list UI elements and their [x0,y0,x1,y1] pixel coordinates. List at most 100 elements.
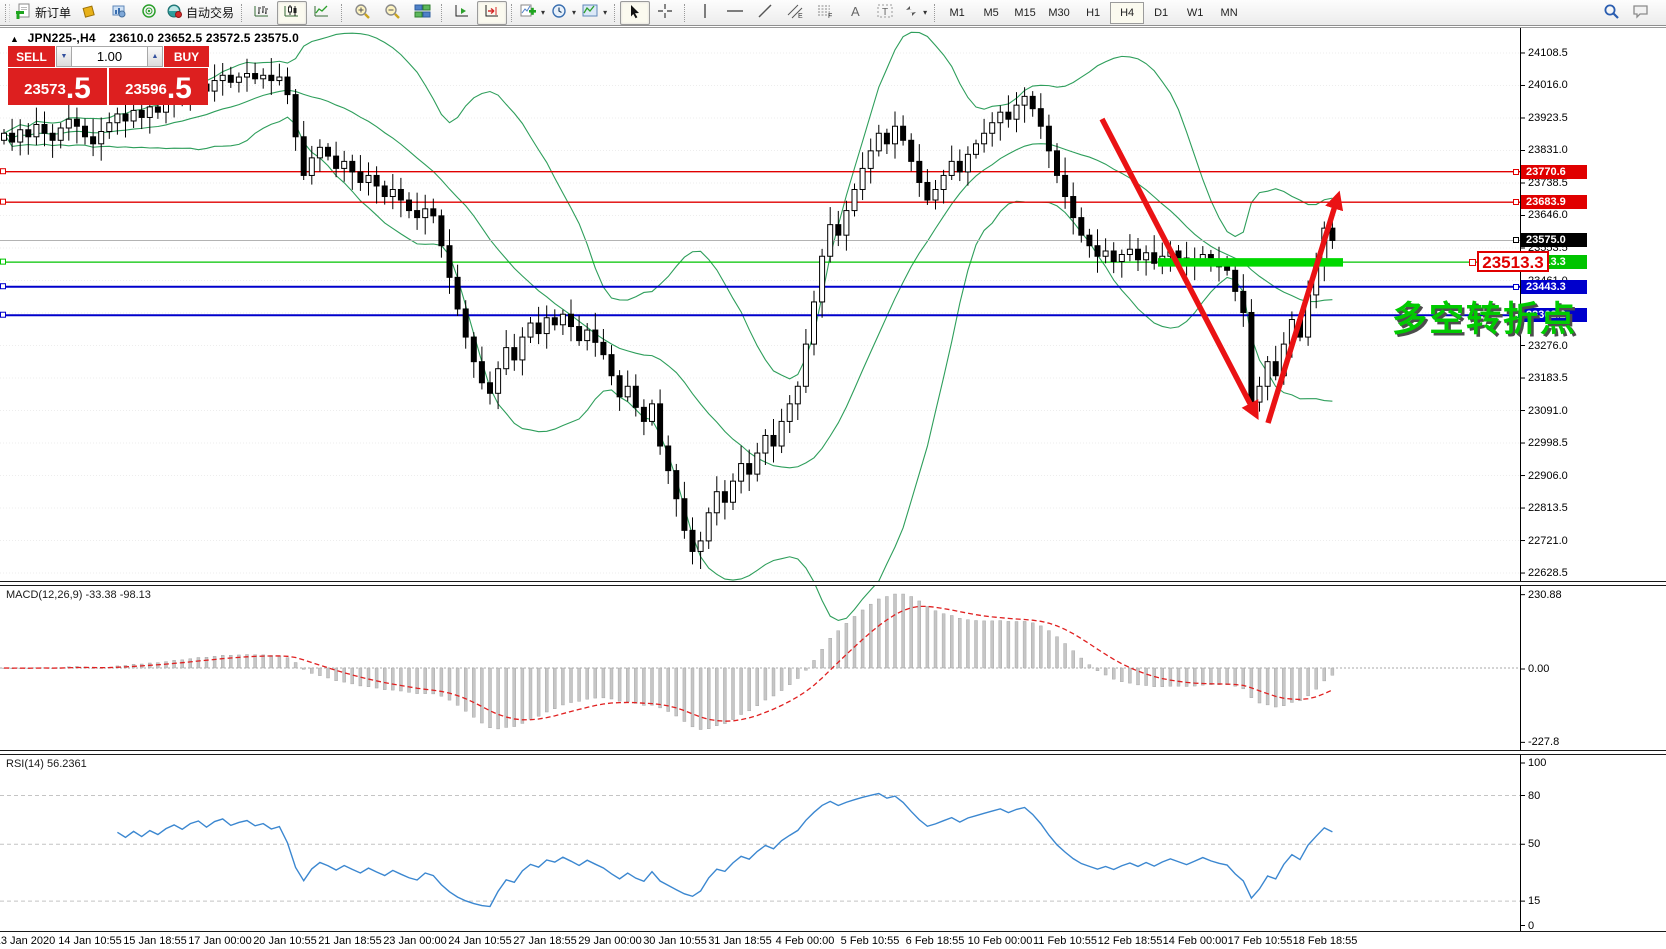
trendline-button[interactable] [750,1,780,25]
buy-button[interactable]: BUY [163,46,209,67]
time-axis-label: 4 Feb 00:00 [775,935,835,947]
time-axis-label: 27 Jan 18:55 [513,935,577,947]
candlestick-chart-icon [283,3,301,22]
fibonacci-button[interactable]: F [810,1,840,25]
candlestick-chart-button[interactable] [277,0,308,25]
volume-decrease-button[interactable]: ▼ [56,46,72,67]
current-price-label: 23575.0 [1521,233,1587,248]
time-axis-label: 14 Feb 00:00 [1162,935,1228,947]
time-axis-label: 21 Jan 18:55 [318,935,382,947]
price-callout-box[interactable]: 23513.3 [1477,251,1549,272]
arrows-button[interactable]: ▾ [900,1,930,25]
templates-button[interactable]: ▾ [579,1,610,25]
fibonacci-icon: F [816,3,834,22]
zoom-out-icon [384,3,401,22]
time-axis-label: 20 Jan 10:55 [253,935,317,947]
zoom-out-button[interactable] [377,1,407,25]
indicators-button[interactable]: ▾ [517,1,548,25]
line-chart-button[interactable] [307,1,337,25]
volume-increase-button[interactable]: ▲ [147,46,163,67]
timeframe-button-MN[interactable]: MN [1220,6,1238,19]
chart-symbol-header: ▲ JPN225-,H4 23610.0 23652.5 23572.5 235… [10,31,299,45]
text-label-button[interactable]: T [870,1,900,25]
chat-button[interactable] [1626,1,1656,25]
main-toolbar: 新订单 自动交易 [0,0,1666,26]
equidistant-channel-button[interactable]: E [780,1,810,25]
sell-button[interactable]: SELL [8,46,56,67]
autotrade-label: 自动交易 [186,6,235,20]
chart-window-button[interactable] [74,1,104,25]
bar-chart-button[interactable] [247,1,277,25]
vertical-line-button[interactable] [690,1,720,25]
text-button[interactable]: A [840,1,870,25]
vertical-line-icon [700,3,710,22]
chat-bubble-icon [1632,3,1650,22]
tile-windows-icon [414,3,431,22]
svg-text:E: E [798,13,803,19]
auto-scroll-icon [453,3,471,22]
level-price-label: 23362.2 [1521,308,1587,323]
price-tick-label: 22628.5 [1528,567,1568,580]
rsi-pane-splitter[interactable] [0,750,1666,755]
auto-scroll-button[interactable] [447,1,477,25]
search-button[interactable] [1596,1,1626,25]
time-axis-label: 30 Jan 10:55 [643,935,707,947]
time-axis-label: 18 Feb 18:55 [1292,935,1358,947]
price-tick-label: 22906.0 [1528,469,1568,482]
line-anchor [1513,237,1519,244]
volume-input[interactable]: 1.00 [72,46,147,67]
zoom-in-button[interactable] [347,1,377,25]
price-tick-label: 23923.5 [1528,111,1568,124]
rsi-tick-label: 50 [1528,838,1541,851]
arrows-caret-icon: ▾ [923,8,928,17]
timeframe-button-M5[interactable]: M5 [983,6,999,19]
gold-cube-icon [81,3,97,22]
new-order-label: 新订单 [35,6,72,20]
svg-text:A: A [851,4,860,19]
spin-up-icon: ▲ [151,53,159,60]
crosshair-button[interactable] [650,1,680,25]
autotrade-button[interactable]: 自动交易 [164,1,237,25]
timeframe-button-H1[interactable]: H1 [1086,6,1101,19]
turning-point-annotation[interactable]: 多空转折点 [1392,300,1578,339]
periods-button[interactable]: ▾ [548,1,579,25]
time-axis-label: 17 Jan 00:00 [188,935,252,947]
time-axis-label: 13 Jan 2020 [0,935,56,947]
arrows-icon [903,3,919,22]
timeframe-button-H4[interactable]: H4 [1110,1,1145,24]
rsi-tick-label: 100 [1528,757,1547,769]
line-anchor [1513,312,1519,319]
signals-button[interactable] [134,1,164,25]
time-axis-label: 29 Jan 00:00 [578,935,642,947]
timeframe-button-D1[interactable]: D1 [1154,6,1169,19]
toolbar-grip[interactable] [5,3,10,22]
timeframe-button-M30[interactable]: M30 [1048,6,1070,19]
timeframe-button-M15[interactable]: M15 [1014,6,1036,19]
level-price-label: 23443.3 [1521,279,1587,294]
collapse-triangle-icon[interactable]: ▲ [10,34,20,44]
buy-price-button[interactable]: 23596.5 [108,68,208,105]
new-order-button[interactable]: 新订单 [13,1,74,25]
one-click-trading-panel: SELL ▼ 1.00 ▲ BUY 23573.5 23596.5 [8,46,209,105]
timeframe-button-W1[interactable]: W1 [1186,6,1204,19]
macd-pane-splitter[interactable] [0,581,1666,586]
callout-anchor [1469,259,1476,266]
chart-window-border [0,27,1666,28]
timeframe-button-M1[interactable]: M1 [949,6,965,19]
sell-price-button[interactable]: 23573.5 [8,68,108,105]
chart-shift-button[interactable] [477,0,508,25]
svg-text:F: F [828,13,832,19]
line-anchor [1513,283,1519,290]
templates-caret-icon: ▾ [603,8,608,17]
time-axis[interactable]: 13 Jan 2020 14 Jan 10:55 15 Jan 18:55 17 Ja… [0,931,1666,949]
line-anchor [1513,168,1519,175]
text-label-icon: T [876,3,894,22]
time-axis-label: 10 Feb 00:00 [967,935,1033,947]
periods-caret-icon: ▾ [572,8,577,17]
market-watch-button[interactable] [104,1,134,25]
indicators-caret-icon: ▾ [541,8,546,17]
horizontal-line-button[interactable] [720,1,750,25]
tile-windows-button[interactable] [407,1,437,25]
cursor-button[interactable] [620,0,651,25]
